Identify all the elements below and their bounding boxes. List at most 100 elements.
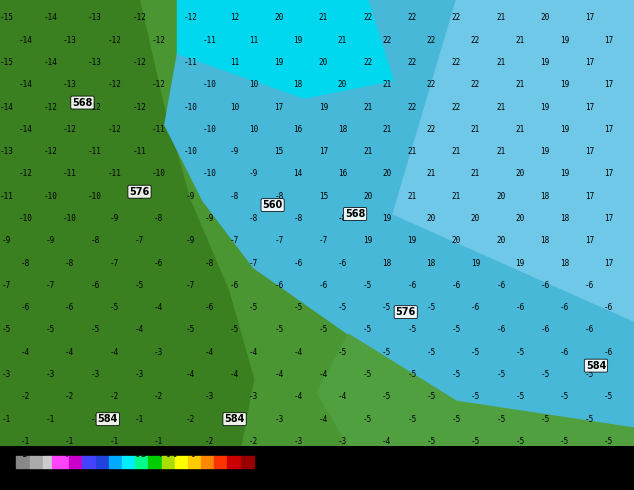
Text: -54: -54	[10, 471, 23, 477]
Text: -11: -11	[88, 147, 102, 156]
Bar	[96, 456, 109, 468]
Text: -6: -6	[541, 325, 550, 335]
Text: 18: 18	[171, 471, 179, 477]
Text: -7: -7	[186, 281, 195, 290]
Text: -5: -5	[319, 325, 328, 335]
Text: 21: 21	[515, 36, 524, 45]
Text: 42: 42	[223, 471, 232, 477]
Text: -6: -6	[541, 281, 550, 290]
Text: 30: 30	[197, 471, 205, 477]
Text: -6: -6	[452, 281, 461, 290]
Text: -7: -7	[110, 259, 119, 268]
Text: -6: -6	[471, 303, 480, 312]
Text: -5: -5	[46, 325, 55, 335]
Text: -5: -5	[363, 325, 372, 335]
Text: 20: 20	[275, 13, 283, 23]
Text: 21: 21	[408, 147, 417, 156]
Bar	[241, 456, 254, 468]
Text: -5: -5	[585, 415, 594, 424]
Text: We 29-05-2024 06:00 UTC (00+54): We 29-05-2024 06:00 UTC (00+54)	[345, 450, 554, 460]
Text: 568: 568	[345, 209, 365, 219]
Text: 36: 36	[210, 471, 219, 477]
Polygon shape	[393, 0, 634, 321]
Text: -3: -3	[275, 415, 283, 424]
Text: -9: -9	[2, 236, 11, 245]
Text: -4: -4	[205, 348, 214, 357]
Text: 19: 19	[560, 36, 569, 45]
Text: 21: 21	[471, 125, 480, 134]
Text: -5: -5	[408, 325, 417, 335]
Text: -3: -3	[91, 370, 100, 379]
Text: -5: -5	[230, 325, 239, 335]
Text: 21: 21	[496, 13, 505, 23]
Text: 18: 18	[541, 236, 550, 245]
Text: -12: -12	[44, 147, 58, 156]
Text: -4: -4	[154, 303, 163, 312]
Text: 11: 11	[230, 58, 239, 67]
Text: -4: -4	[135, 325, 144, 335]
Text: -6: -6	[319, 281, 328, 290]
Text: -2: -2	[91, 415, 100, 424]
Text: -12: -12	[63, 125, 77, 134]
Text: -7: -7	[249, 259, 258, 268]
Text: -3: -3	[230, 415, 239, 424]
Text: -4: -4	[65, 348, 74, 357]
Text: -15: -15	[0, 58, 13, 67]
Text: -6: -6	[604, 303, 613, 312]
Text: 12: 12	[230, 13, 239, 23]
Text: -8: -8	[275, 192, 283, 201]
Text: -5: -5	[452, 370, 461, 379]
Text: 16: 16	[338, 170, 347, 178]
Text: -11: -11	[133, 147, 146, 156]
Text: -10: -10	[183, 147, 197, 156]
Text: -8: -8	[249, 214, 258, 223]
Text: -3: -3	[154, 348, 163, 357]
Text: -4: -4	[110, 348, 119, 357]
Text: -3: -3	[338, 437, 347, 446]
Bar	[51, 456, 69, 468]
Bar	[109, 456, 122, 468]
Text: -4: -4	[294, 348, 302, 357]
Text: -5: -5	[541, 415, 550, 424]
Text: 19: 19	[541, 147, 550, 156]
Text: -4: -4	[21, 348, 30, 357]
Text: 21: 21	[408, 192, 417, 201]
Text: -5: -5	[515, 348, 524, 357]
Text: -10: -10	[202, 170, 216, 178]
Text: 6: 6	[146, 471, 150, 477]
Text: 22: 22	[408, 58, 417, 67]
Text: 20: 20	[496, 236, 505, 245]
Text: -8: -8	[205, 259, 214, 268]
Text: -1: -1	[154, 437, 163, 446]
Text: 20: 20	[338, 80, 347, 89]
Text: -38: -38	[45, 471, 58, 477]
Text: 21: 21	[496, 58, 505, 67]
Text: 18: 18	[294, 80, 302, 89]
Text: -6: -6	[21, 303, 30, 312]
Text: 21: 21	[496, 147, 505, 156]
Text: 17: 17	[585, 192, 594, 201]
Text: 22: 22	[471, 36, 480, 45]
Text: 19: 19	[408, 236, 417, 245]
Text: 19: 19	[560, 170, 569, 178]
Text: 17: 17	[585, 236, 594, 245]
Polygon shape	[0, 0, 254, 446]
Text: -5: -5	[338, 303, 347, 312]
Text: -12: -12	[133, 102, 146, 112]
Text: -5: -5	[382, 303, 391, 312]
Text: -6: -6	[294, 259, 302, 268]
Bar	[69, 456, 82, 468]
Text: 22: 22	[452, 102, 461, 112]
Text: -13: -13	[63, 80, 77, 89]
Bar	[228, 456, 241, 468]
Text: 21: 21	[452, 147, 461, 156]
Text: -11: -11	[183, 58, 197, 67]
Text: 17: 17	[319, 147, 328, 156]
Text: 21: 21	[363, 147, 372, 156]
Text: 19: 19	[319, 102, 328, 112]
Bar	[214, 456, 228, 468]
Text: -1: -1	[110, 437, 119, 446]
Text: -14: -14	[18, 80, 32, 89]
Text: -1: -1	[21, 437, 30, 446]
Text: 19: 19	[471, 259, 480, 268]
